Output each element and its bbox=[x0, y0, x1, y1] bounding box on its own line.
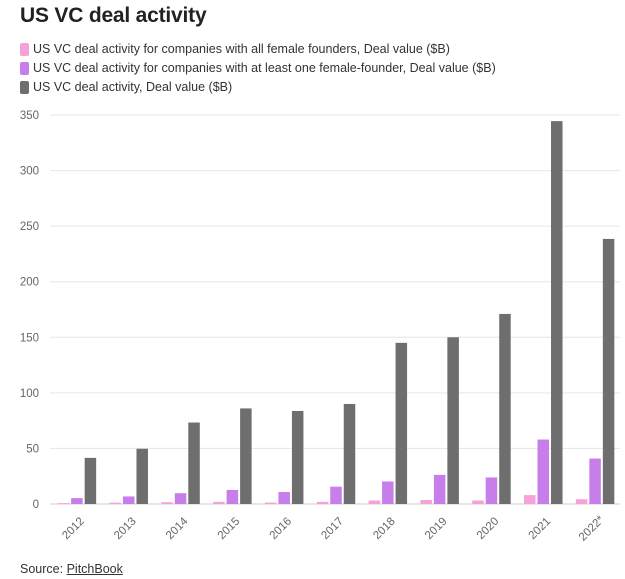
bar-2018-series-1[interactable] bbox=[368, 500, 381, 504]
source-label: Source: bbox=[20, 562, 64, 576]
legend: US VC deal activity for companies with a… bbox=[20, 40, 496, 97]
bar-2016-series-2[interactable] bbox=[278, 491, 290, 504]
bar-2014-series-2[interactable] bbox=[174, 493, 187, 504]
x-tick-label: 2020 bbox=[475, 515, 502, 542]
x-tick-label: 2012 bbox=[60, 515, 87, 542]
bar-2017-series-3[interactable] bbox=[343, 403, 356, 504]
y-tick-label: 100 bbox=[20, 388, 39, 400]
x-axis: 2012 2013 2014 2015 2016 2017 2018 2019 2020 2021… bbox=[60, 513, 607, 543]
grid-lines bbox=[50, 114, 620, 505]
bars bbox=[57, 121, 615, 504]
bar-2014-series-3[interactable] bbox=[188, 422, 200, 504]
y-tick-label: 200 bbox=[20, 277, 39, 289]
y-axis: 0 50 100 150 200 250 300 350 bbox=[20, 110, 39, 511]
legend-swatch-one-female bbox=[20, 62, 29, 75]
bar-2020-series-3[interactable] bbox=[499, 313, 511, 504]
legend-item-total[interactable]: US VC deal activity, Deal value ($B) bbox=[20, 78, 496, 97]
bar-2015-series-1[interactable] bbox=[213, 501, 225, 504]
bar-2012-series-3[interactable] bbox=[84, 457, 97, 504]
bar-2022-series-3[interactable] bbox=[602, 238, 615, 504]
source-note: Source: PitchBook bbox=[20, 562, 123, 576]
x-tick-label: 2021 bbox=[527, 515, 554, 542]
bar-2021-series-3[interactable] bbox=[551, 121, 563, 504]
source-link[interactable]: PitchBook bbox=[66, 562, 123, 576]
bar-2019-series-3[interactable] bbox=[447, 337, 459, 504]
y-tick-label: 50 bbox=[26, 443, 39, 455]
bar-2019-series-2[interactable] bbox=[433, 474, 446, 504]
legend-swatch-all-female bbox=[20, 43, 29, 56]
bar-2022-series-2[interactable] bbox=[589, 458, 601, 504]
bar-2017-series-2[interactable] bbox=[330, 486, 342, 504]
x-tick-label: 2014 bbox=[164, 515, 191, 542]
bar-2014-series-1[interactable] bbox=[161, 502, 173, 504]
y-tick-label: 250 bbox=[20, 221, 39, 233]
bar-2016-series-1[interactable] bbox=[264, 502, 277, 504]
bar-2021-series-1[interactable] bbox=[524, 495, 536, 504]
bar-2020-series-2[interactable] bbox=[485, 477, 498, 504]
legend-label-total: US VC deal activity, Deal value ($B) bbox=[33, 80, 233, 94]
bar-2013-series-1[interactable] bbox=[109, 502, 121, 504]
bar-2013-series-3[interactable] bbox=[136, 448, 148, 504]
y-tick-label: 150 bbox=[20, 332, 39, 344]
legend-label-all-female: US VC deal activity for companies with a… bbox=[33, 42, 450, 56]
bar-2018-series-2[interactable] bbox=[382, 481, 394, 504]
bar-2012-series-1[interactable] bbox=[57, 503, 70, 504]
bar-2015-series-3[interactable] bbox=[240, 408, 252, 504]
y-tick-label: 350 bbox=[20, 110, 39, 122]
x-tick-label: 2018 bbox=[371, 515, 398, 542]
bar-2017-series-1[interactable] bbox=[316, 501, 329, 504]
bar-2016-series-3[interactable] bbox=[291, 410, 304, 504]
x-tick-label: 2013 bbox=[112, 515, 139, 542]
y-tick-label: 300 bbox=[20, 166, 39, 178]
x-tick-label: 2022* bbox=[577, 513, 607, 543]
bar-2020-series-1[interactable] bbox=[472, 500, 484, 504]
bar-2013-series-2[interactable] bbox=[122, 496, 135, 504]
chart-title: US VC deal activity bbox=[20, 4, 207, 27]
legend-label-one-female: US VC deal activity for companies with a… bbox=[33, 61, 496, 75]
bar-2022-series-1[interactable] bbox=[575, 499, 588, 504]
x-tick-label: 2016 bbox=[268, 515, 295, 542]
x-tick-label: 2017 bbox=[319, 515, 346, 542]
bar-2019-series-1[interactable] bbox=[420, 499, 432, 504]
bar-2015-series-2[interactable] bbox=[226, 489, 239, 504]
x-tick-label: 2015 bbox=[216, 515, 243, 542]
y-tick-label: 0 bbox=[33, 499, 39, 511]
legend-item-all-female[interactable]: US VC deal activity for companies with a… bbox=[20, 40, 496, 59]
legend-swatch-total bbox=[20, 81, 29, 94]
legend-item-one-female[interactable]: US VC deal activity for companies with a… bbox=[20, 59, 496, 78]
bar-2012-series-2[interactable] bbox=[71, 498, 83, 504]
x-tick-label: 2019 bbox=[423, 515, 450, 542]
bar-2021-series-2[interactable] bbox=[537, 439, 550, 504]
bar-2018-series-3[interactable] bbox=[395, 342, 408, 504]
